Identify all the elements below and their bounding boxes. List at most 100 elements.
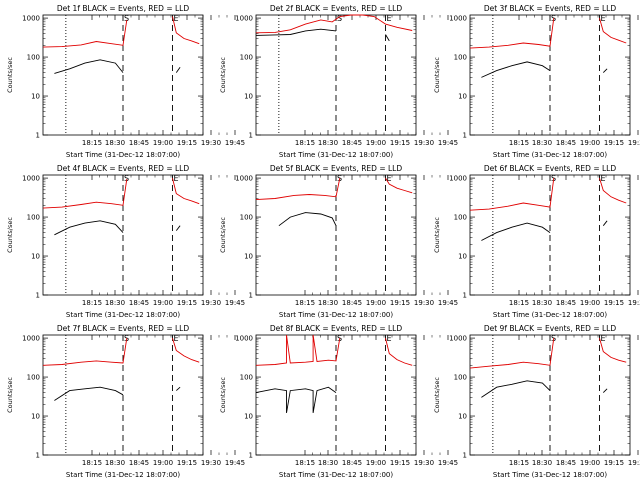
chart-panel-5: Det 5f BLACK = Events, RED = LLD Counts/s… bbox=[219, 164, 458, 319]
x-tick-label: 19:30 bbox=[628, 459, 640, 467]
x-axis-label: Start Time (31-Dec-12 18:07:00) bbox=[66, 311, 180, 319]
y-tick-label: 100 bbox=[27, 214, 40, 222]
series-line-lld bbox=[42, 338, 128, 366]
marker-label: S bbox=[124, 174, 129, 183]
x-tick-label: 18:45 bbox=[342, 299, 362, 307]
x-tick-label: 18:30 bbox=[105, 299, 125, 307]
x-tick-label: 19:15 bbox=[177, 139, 197, 147]
x-tick-label: 18:30 bbox=[532, 299, 552, 307]
series-line-lld bbox=[469, 178, 555, 211]
x-tick-label: 18:15 bbox=[509, 139, 529, 147]
x-tick-label: 19:00 bbox=[366, 139, 386, 147]
series-line-lld bbox=[599, 17, 627, 44]
x-tick-label: 19:45 bbox=[438, 299, 458, 307]
y-axis-label: Counts/sec bbox=[6, 377, 14, 413]
y-axis-label: Counts/sec bbox=[219, 57, 227, 93]
series-line-lld bbox=[385, 177, 413, 194]
x-tick-label: 18:15 bbox=[82, 299, 102, 307]
x-axis-label: Start Time (31-Dec-12 18:07:00) bbox=[279, 311, 393, 319]
y-tick-label: 100 bbox=[454, 214, 467, 222]
marker-label: E bbox=[174, 14, 179, 23]
series-line-events bbox=[481, 380, 551, 398]
y-tick-label: 1000 bbox=[22, 335, 40, 343]
x-tick-label: 19:30 bbox=[201, 459, 221, 467]
y-tick-label: 100 bbox=[240, 54, 253, 62]
series-line-lld bbox=[42, 178, 128, 209]
y-tick-label: 1000 bbox=[449, 335, 467, 343]
series-line-events bbox=[54, 220, 124, 236]
series-line-lld bbox=[255, 14, 413, 34]
chart-title: Det 4f BLACK = Events, RED = LLD bbox=[57, 164, 190, 173]
series-line-lld bbox=[469, 18, 555, 49]
x-tick-label: 18:45 bbox=[342, 459, 362, 467]
chart-panel-2: Det 2f BLACK = Events, RED = LLD Counts/s… bbox=[219, 4, 458, 159]
marker-label: E bbox=[387, 14, 392, 23]
series-line-lld bbox=[172, 177, 200, 205]
y-axis-label: Counts/sec bbox=[433, 217, 441, 253]
x-tick-label: 18:45 bbox=[556, 139, 576, 147]
x-tick-label: 19:45 bbox=[438, 139, 458, 147]
series-line-events bbox=[602, 68, 608, 73]
y-tick-label: 1000 bbox=[235, 335, 253, 343]
y-tick-label: 1000 bbox=[235, 175, 253, 183]
series-line-events bbox=[255, 386, 337, 413]
series-line-events bbox=[278, 212, 337, 227]
x-tick-label: 18:45 bbox=[129, 139, 149, 147]
marker-label: S bbox=[124, 14, 129, 23]
y-tick-label: 1 bbox=[36, 292, 40, 300]
x-tick-label: 19:00 bbox=[153, 299, 173, 307]
series-line-events bbox=[481, 222, 551, 241]
y-tick-label: 1000 bbox=[235, 15, 253, 23]
y-axis-label: Counts/sec bbox=[6, 217, 14, 253]
x-tick-label: 19:30 bbox=[414, 459, 434, 467]
y-tick-label: 1000 bbox=[22, 15, 40, 23]
x-tick-label: 19:00 bbox=[580, 139, 600, 147]
series-line-events bbox=[54, 386, 124, 401]
y-axis-label: Counts/sec bbox=[433, 57, 441, 93]
x-tick-label: 18:15 bbox=[509, 459, 529, 467]
y-tick-label: 10 bbox=[244, 413, 253, 421]
series-line-lld bbox=[172, 337, 200, 363]
y-tick-label: 1 bbox=[463, 292, 467, 300]
x-tick-label: 18:30 bbox=[318, 139, 338, 147]
y-tick-label: 10 bbox=[31, 413, 40, 421]
y-tick-label: 1 bbox=[36, 452, 40, 460]
x-tick-label: 18:30 bbox=[105, 139, 125, 147]
marker-label: S bbox=[337, 14, 342, 23]
x-tick-label: 19:30 bbox=[628, 299, 640, 307]
y-tick-label: 10 bbox=[458, 413, 467, 421]
y-tick-label: 10 bbox=[31, 93, 40, 101]
chart-panel-8: Det 8f BLACK = Events, RED = LLD Counts/s… bbox=[219, 324, 458, 479]
x-tick-label: 19:15 bbox=[604, 299, 624, 307]
x-tick-label: 19:45 bbox=[225, 299, 245, 307]
series-line-lld bbox=[599, 337, 627, 363]
chart-panel-3: Det 3f BLACK = Events, RED = LLD Counts/s… bbox=[433, 4, 640, 159]
x-tick-label: 19:30 bbox=[201, 299, 221, 307]
series-line-events bbox=[175, 225, 181, 231]
chart-title: Det 7f BLACK = Events, RED = LLD bbox=[57, 324, 190, 333]
series-line-events bbox=[54, 59, 124, 74]
marker-label: E bbox=[387, 174, 392, 183]
y-tick-label: 1000 bbox=[449, 15, 467, 23]
x-tick-label: 18:15 bbox=[295, 459, 315, 467]
x-tick-label: 18:15 bbox=[82, 459, 102, 467]
y-axis-label: Counts/sec bbox=[433, 377, 441, 413]
y-tick-label: 100 bbox=[27, 374, 40, 382]
x-tick-label: 19:30 bbox=[628, 139, 640, 147]
x-tick-label: 19:15 bbox=[604, 139, 624, 147]
x-tick-label: 18:45 bbox=[556, 299, 576, 307]
x-tick-label: 19:45 bbox=[225, 139, 245, 147]
y-tick-label: 100 bbox=[454, 374, 467, 382]
chart-title: Det 5f BLACK = Events, RED = LLD bbox=[270, 164, 403, 173]
y-tick-label: 100 bbox=[240, 214, 253, 222]
marker-label: E bbox=[601, 334, 606, 343]
x-tick-label: 19:15 bbox=[604, 459, 624, 467]
series-line-lld bbox=[599, 177, 627, 204]
series-line-events bbox=[255, 28, 337, 36]
y-tick-label: 100 bbox=[240, 374, 253, 382]
x-tick-label: 19:45 bbox=[438, 459, 458, 467]
marker-label: E bbox=[601, 14, 606, 23]
x-tick-label: 19:30 bbox=[201, 139, 221, 147]
x-tick-label: 18:15 bbox=[82, 139, 102, 147]
y-tick-label: 1000 bbox=[449, 175, 467, 183]
